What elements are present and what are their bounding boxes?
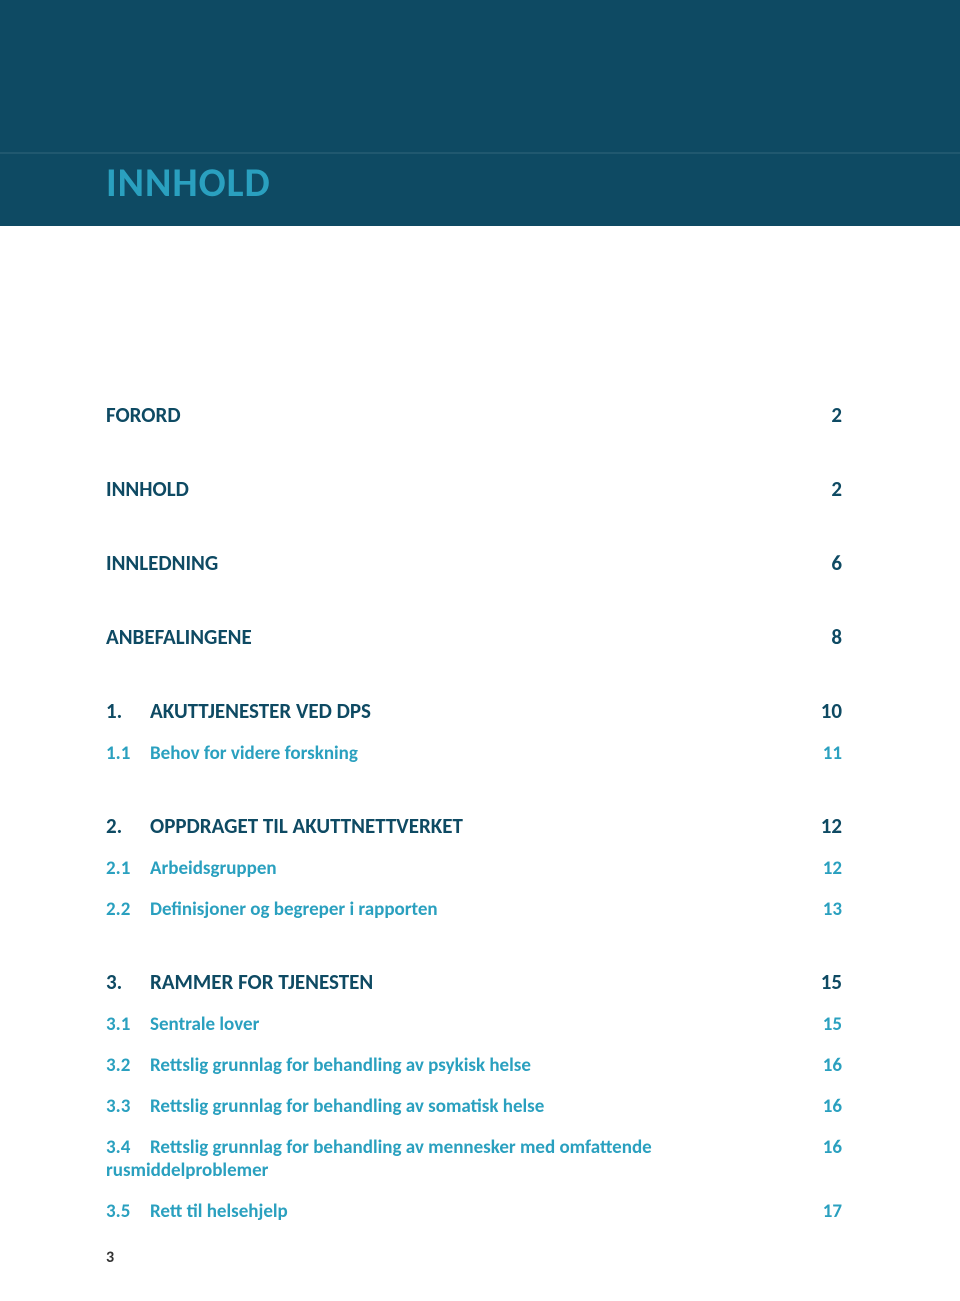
toc-title: 1.AKUTTJENESTER VED DPS xyxy=(106,698,801,724)
toc-page: 16 xyxy=(823,1054,842,1077)
footer-page-number: 3 xyxy=(106,1248,114,1267)
toc-title: INNHOLD xyxy=(106,476,811,502)
toc-num: 3.5 xyxy=(106,1200,150,1223)
toc-entry: 3.5Rett til helsehjelp 17 xyxy=(106,1200,842,1223)
toc-num: 2.1 xyxy=(106,857,150,880)
toc-title: INNLEDNING xyxy=(106,550,811,576)
page-title: INNHOLD xyxy=(106,158,271,207)
toc-entry: 1.AKUTTJENESTER VED DPS 10 xyxy=(106,698,842,724)
toc-page: 12 xyxy=(823,857,842,880)
toc-entry: INNLEDNING 6 xyxy=(106,550,842,576)
toc-title: 3.3Rettslig grunnlag for behandling av s… xyxy=(106,1095,803,1118)
toc-title: 3.5Rett til helsehjelp xyxy=(106,1200,803,1223)
toc-page: 10 xyxy=(821,698,842,724)
toc-title: 3.1Sentrale lover xyxy=(106,1013,803,1036)
toc-title: 3.2Rettslig grunnlag for behandling av p… xyxy=(106,1054,803,1077)
toc-title: 2.OPPDRAGET TIL AKUTTNETTVERKET xyxy=(106,813,801,839)
toc-content: FORORD 2 INNHOLD 2 INNLEDNING 6 ANBEFALI… xyxy=(106,226,842,1223)
toc-page: 11 xyxy=(823,742,842,765)
toc-num: 3.3 xyxy=(106,1095,150,1118)
toc-page: 16 xyxy=(823,1095,842,1118)
banner-divider xyxy=(0,152,960,154)
toc-entry: 2.OPPDRAGET TIL AKUTTNETTVERKET 12 xyxy=(106,813,842,839)
toc-title: ANBEFALINGENE xyxy=(106,624,811,650)
toc-entry: 2.1Arbeidsgruppen 12 xyxy=(106,857,842,880)
toc-page: 2 xyxy=(831,476,842,502)
toc-num: 3.2 xyxy=(106,1054,150,1077)
toc-entry: 3.3Rettslig grunnlag for behandling av s… xyxy=(106,1095,842,1118)
toc-num: 3.4 xyxy=(106,1136,150,1159)
toc-entry: 1.1Behov for videre forskning 11 xyxy=(106,742,842,765)
toc-entry: 3.4Rettslig grunnlag for behandling av m… xyxy=(106,1136,842,1182)
toc-num: 1. xyxy=(106,698,150,724)
toc-title: 3.RAMMER FOR TJENESTEN xyxy=(106,969,801,995)
toc-page: 8 xyxy=(831,624,842,650)
toc-page: 2 xyxy=(831,402,842,428)
toc-page: 15 xyxy=(821,969,842,995)
toc-entry: ANBEFALINGENE 8 xyxy=(106,624,842,650)
toc-page: 17 xyxy=(823,1200,842,1223)
toc-page: 6 xyxy=(831,550,842,576)
toc-title: FORORD xyxy=(106,402,811,428)
toc-entry: INNHOLD 2 xyxy=(106,476,842,502)
toc-entry: 3.RAMMER FOR TJENESTEN 15 xyxy=(106,969,842,995)
toc-title: 2.1Arbeidsgruppen xyxy=(106,857,803,880)
toc-entry: 2.2Definisjoner og begreper i rapporten … xyxy=(106,898,842,921)
toc-entry: 3.2Rettslig grunnlag for behandling av p… xyxy=(106,1054,842,1077)
toc-num: 1.1 xyxy=(106,742,150,765)
toc-title: 1.1Behov for videre forskning xyxy=(106,742,803,765)
toc-entry: 3.1Sentrale lover 15 xyxy=(106,1013,842,1036)
toc-num: 2. xyxy=(106,813,150,839)
toc-num: 2.2 xyxy=(106,898,150,921)
toc-num: 3.1 xyxy=(106,1013,150,1036)
toc-title: 3.4Rettslig grunnlag for behandling av m… xyxy=(106,1136,803,1182)
toc-entry: FORORD 2 xyxy=(106,402,842,428)
toc-num: 3. xyxy=(106,969,150,995)
toc-page: 16 xyxy=(823,1136,842,1159)
toc-title: 2.2Definisjoner og begreper i rapporten xyxy=(106,898,803,921)
toc-page: 12 xyxy=(821,813,842,839)
header-banner: INNHOLD xyxy=(0,0,960,226)
toc-page: 15 xyxy=(823,1013,842,1036)
toc-page: 13 xyxy=(823,898,842,921)
